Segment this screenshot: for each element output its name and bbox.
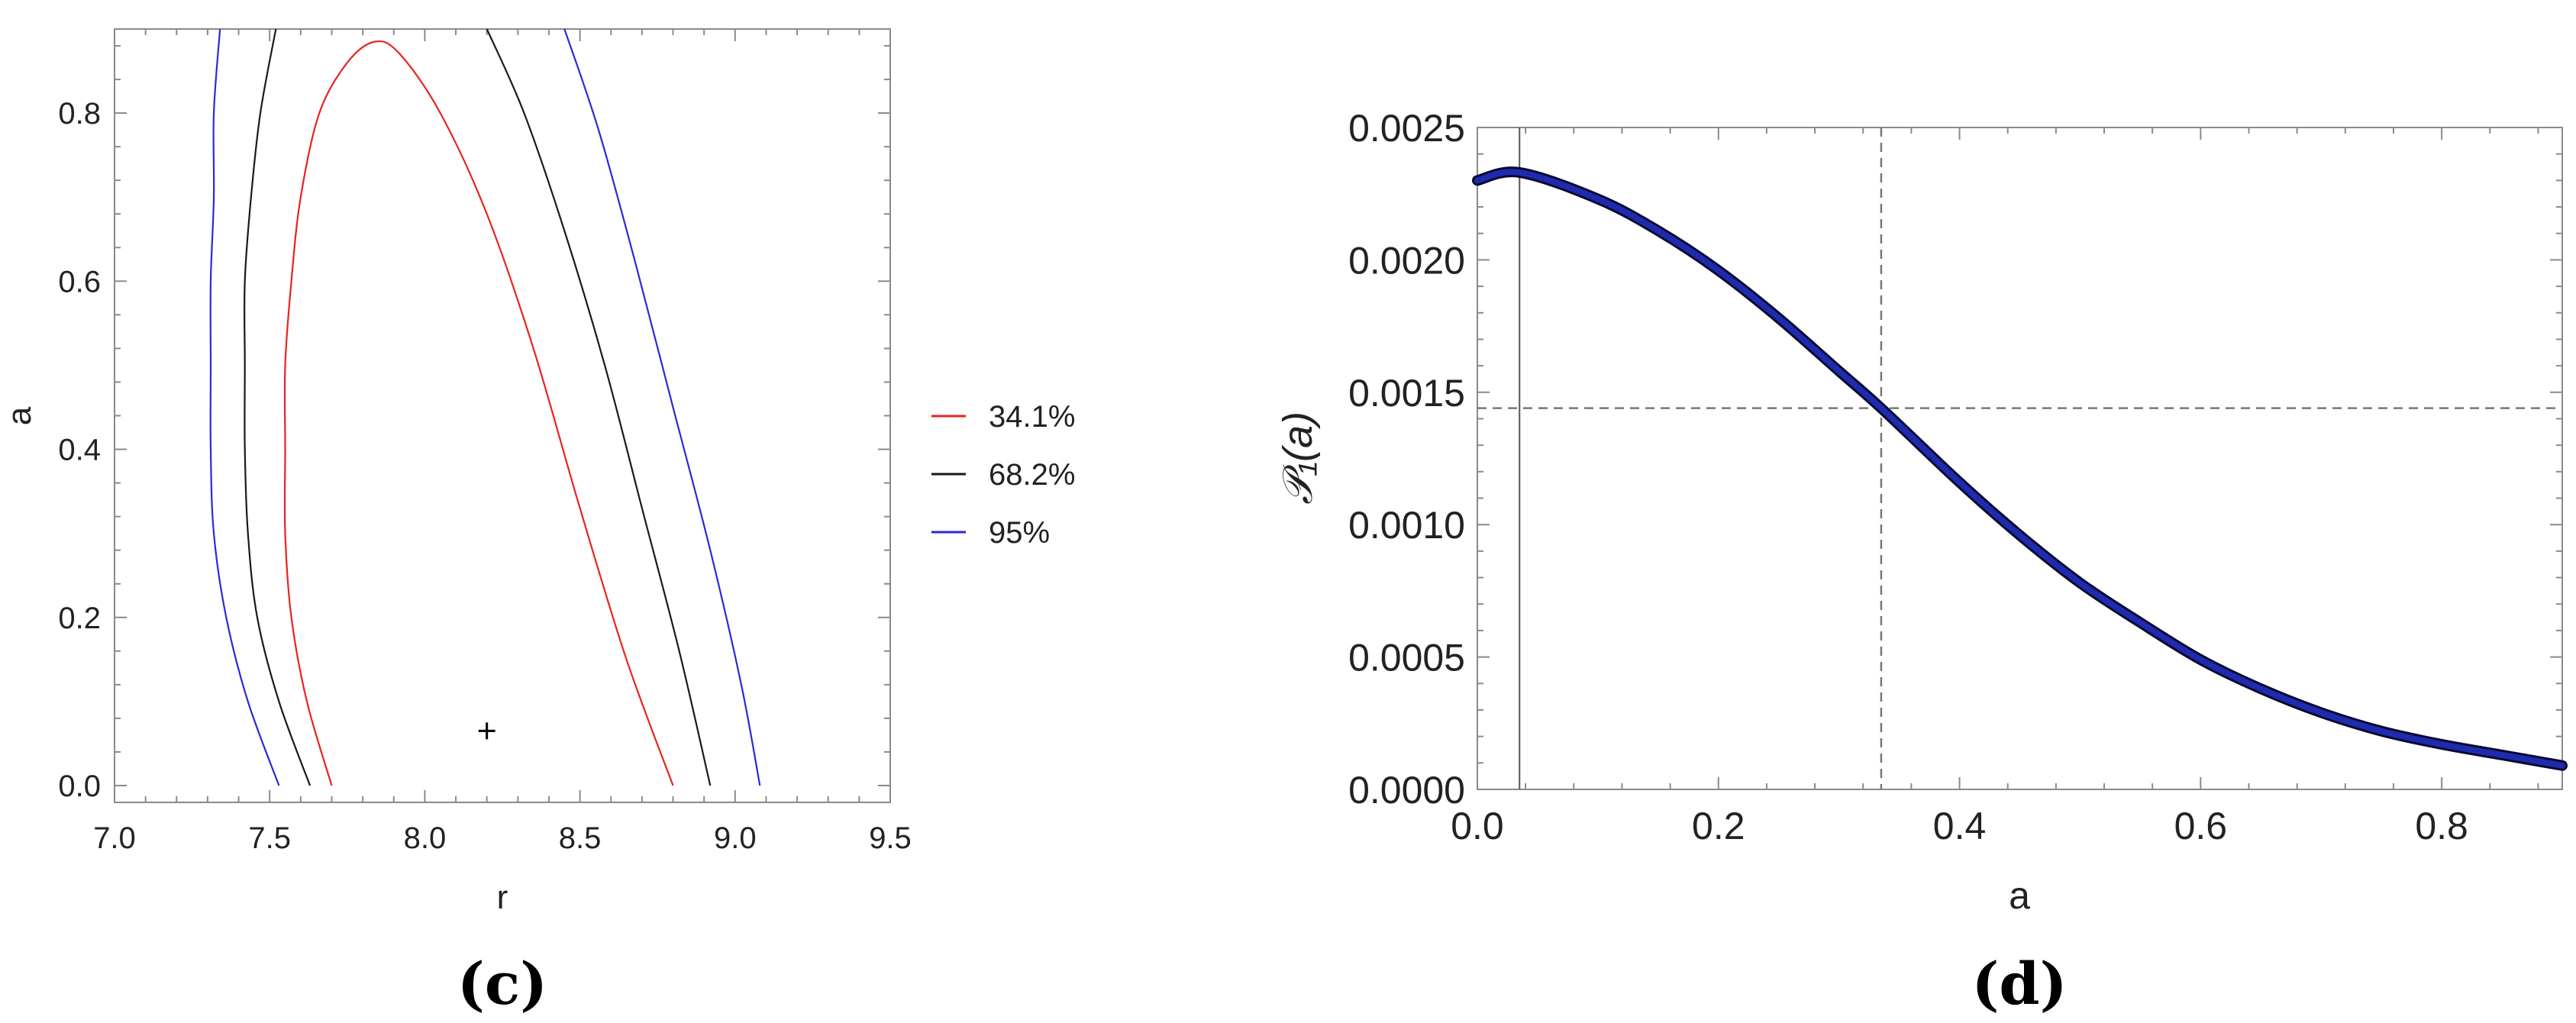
y-tick-label: 0.4 bbox=[58, 434, 101, 467]
y-tick-label: 0.8 bbox=[58, 97, 101, 131]
x-tick-label: 9.0 bbox=[714, 821, 757, 855]
x-tick-labels: 0.0 0.2 0.4 0.6 0.8 bbox=[1451, 805, 2468, 847]
panel-label: (d) bbox=[1971, 950, 2067, 1018]
y-tick-label: 0.0 bbox=[58, 770, 101, 803]
contour-panel: 7.0 7.5 8.0 8.5 9.0 9.5 0.0 0.2 0.4 0.6 0.8 r a 3… bbox=[1, 28, 1075, 1018]
legend-label: 34.1% bbox=[989, 400, 1075, 434]
x-tick-label: 0.6 bbox=[2174, 805, 2228, 847]
contour-1 bbox=[283, 40, 674, 786]
y-tick-labels: 0.0 0.2 0.4 0.6 0.8 bbox=[58, 97, 101, 803]
tick-marks bbox=[1477, 127, 2562, 790]
x-tick-label: 0.2 bbox=[1692, 805, 1745, 847]
series-outline bbox=[1472, 166, 2568, 771]
x-tick-labels: 7.0 7.5 8.0 8.5 9.0 9.5 bbox=[93, 821, 912, 855]
x-tick-label: 7.0 bbox=[93, 821, 136, 855]
best-fit-marker bbox=[478, 722, 496, 740]
y-tick-label: 0.0000 bbox=[1348, 769, 1465, 812]
plot-frame bbox=[1477, 127, 2563, 790]
tick-marks bbox=[114, 29, 891, 802]
contour-3 bbox=[563, 28, 761, 786]
plot-frame bbox=[114, 28, 891, 803]
y-tick-label: 0.0025 bbox=[1348, 107, 1465, 150]
x-tick-label: 0.4 bbox=[1933, 805, 1987, 847]
x-tick-label: 8.0 bbox=[404, 821, 447, 855]
y-tick-label: 0.0015 bbox=[1348, 372, 1465, 415]
probability-panel: 0.0 0.2 0.4 0.6 0.8 0.0000 0.0005 0.0010 0.0015… bbox=[1275, 107, 2568, 1018]
y-tick-label: 0.6 bbox=[58, 265, 101, 299]
x-tick-label: 0.8 bbox=[2415, 805, 2468, 847]
contour-2 bbox=[243, 28, 312, 786]
contour-2 bbox=[486, 28, 712, 786]
reference-lines bbox=[1477, 127, 2562, 789]
x-tick-label: 0.0 bbox=[1451, 805, 1504, 847]
y-axis-title: 𝒫₁(a) bbox=[1275, 411, 1321, 505]
panel-label: (c) bbox=[457, 950, 547, 1018]
y-tick-label: 0.0020 bbox=[1348, 239, 1465, 282]
y-tick-label: 0.0005 bbox=[1348, 637, 1465, 679]
x-tick-label: 8.5 bbox=[559, 821, 602, 855]
contour-3 bbox=[209, 28, 280, 786]
data-series bbox=[1472, 166, 2568, 771]
legend-label: 68.2% bbox=[989, 458, 1075, 492]
y-tick-labels: 0.0000 0.0005 0.0010 0.0015 0.0020 0.0025 bbox=[1348, 107, 1465, 812]
series-line bbox=[1474, 169, 2565, 769]
y-axis-title: a bbox=[1, 406, 38, 425]
y-tick-label: 0.0010 bbox=[1348, 504, 1465, 547]
legend: 34.1% 68.2% 95% bbox=[931, 400, 1075, 550]
y-tick-label: 0.2 bbox=[58, 602, 101, 635]
legend-label: 95% bbox=[989, 516, 1050, 550]
x-tick-label: 7.5 bbox=[248, 821, 291, 855]
x-axis-title: r bbox=[497, 879, 508, 916]
contour-lines bbox=[209, 28, 761, 786]
x-tick-label: 9.5 bbox=[869, 821, 912, 855]
x-axis-title: a bbox=[2009, 874, 2030, 917]
